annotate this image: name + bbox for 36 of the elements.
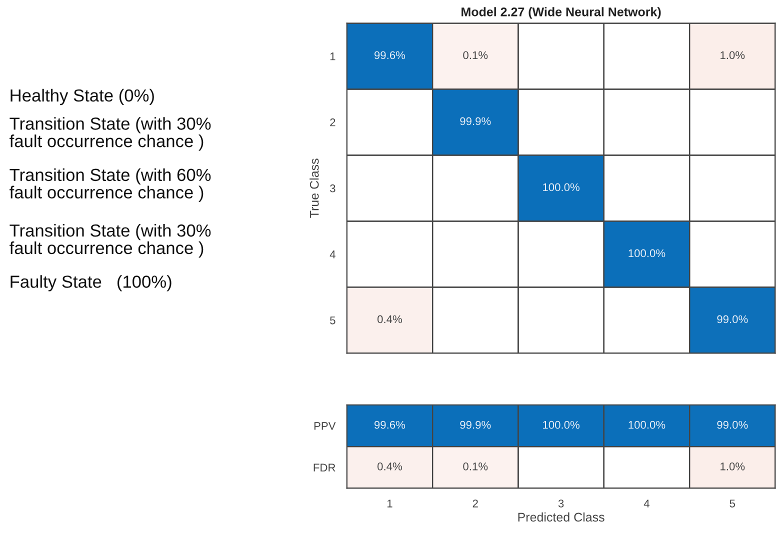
- data-label: 100.0%: [628, 420, 666, 429]
- data-label: 100.0%: [628, 249, 666, 258]
- x-tick-label: 2: [472, 500, 478, 508]
- data-label: 1.0%: [720, 462, 745, 470]
- y-tick-label: 1: [330, 52, 336, 60]
- y-tick-label: 3: [330, 184, 336, 192]
- y-tick-label: 2: [330, 118, 336, 126]
- data-label: 99.6%: [374, 51, 406, 60]
- data-label: 99.0%: [717, 420, 748, 429]
- data-label: 99.6%: [374, 420, 406, 429]
- data-label: 100.0%: [543, 183, 580, 192]
- data-label: 0.4%: [377, 462, 402, 470]
- text: Transition State (with 30% fault occurrence chance ): [10, 117, 211, 151]
- data-label: 0.4%: [377, 315, 402, 324]
- data-label: 0.1%: [463, 51, 488, 60]
- data-label: 1.0%: [720, 51, 745, 60]
- chart-title: Model 2.27 (Wide Neural Network): [462, 7, 661, 19]
- data-label: 99.0%: [717, 315, 748, 324]
- y-tick-label: 4: [330, 250, 336, 258]
- x-tick-label: 4: [644, 500, 650, 508]
- text: Faulty State (100%): [10, 275, 172, 292]
- data-label: 99.9%: [460, 420, 491, 429]
- y-tick-label: FDR: [314, 464, 336, 472]
- x-axis-title: Predicted Class: [518, 512, 604, 522]
- text: Transition State (with 30% fault occurrence chance ): [10, 224, 211, 258]
- data-label: 99.9%: [460, 117, 491, 126]
- x-tick-label: 1: [387, 500, 392, 508]
- text: Healthy State (0%): [10, 88, 154, 106]
- x-tick-label: 5: [730, 500, 736, 508]
- y-tick-label: PPV: [314, 422, 336, 430]
- data-label: 100.0%: [543, 420, 580, 429]
- x-tick-label: 3: [558, 500, 564, 508]
- y-axis-title: True Class: [310, 158, 319, 218]
- data-label: 0.1%: [463, 462, 488, 470]
- y-tick-label: 5: [330, 316, 336, 324]
- text: Transition State (with 60% fault occurrence chance ): [10, 168, 211, 202]
